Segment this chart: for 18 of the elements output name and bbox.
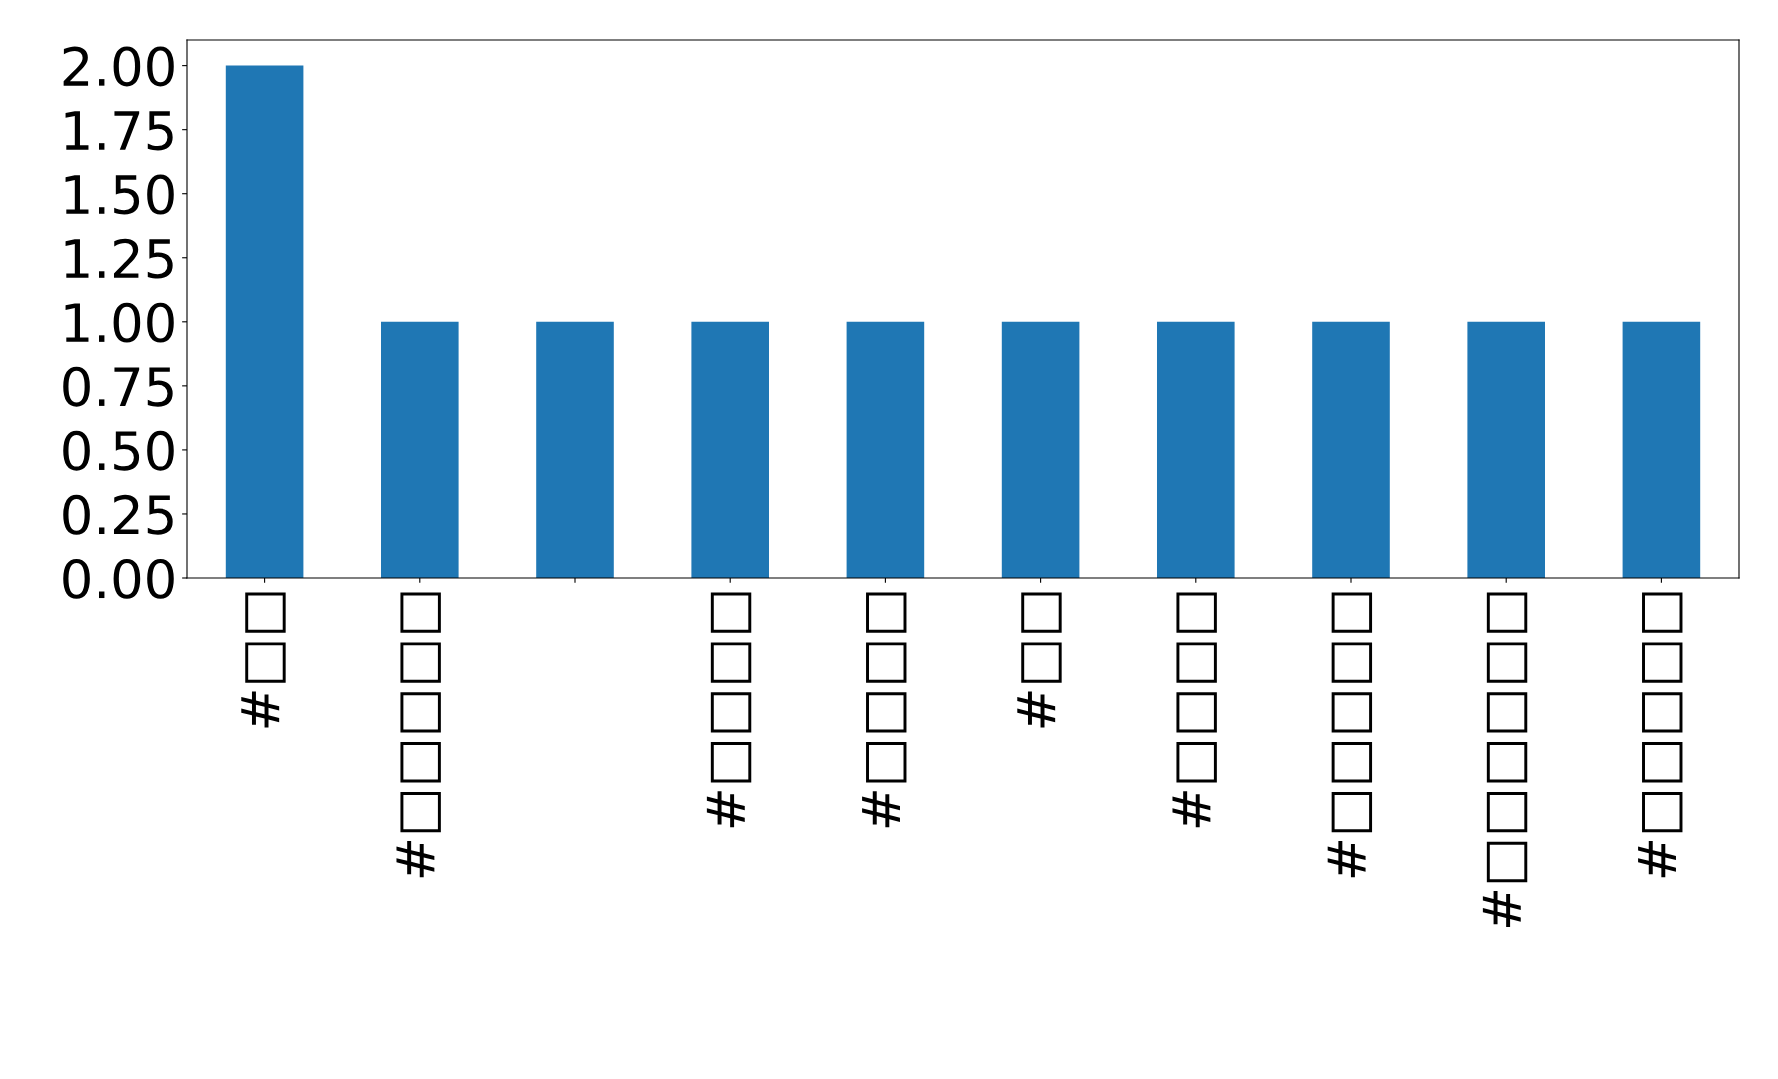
- y-tick-label: 2.00: [63, 46, 174, 87]
- x-tick-label: #□□□□□□: [1482, 592, 1528, 928]
- x-tick-label: #□□□□□: [1327, 592, 1373, 878]
- x-tick-label: #□□□□□: [396, 592, 441, 878]
- x-tick-label: #□□□□: [1172, 592, 1217, 828]
- y-tick-label: 0.25: [63, 494, 173, 535]
- y-tick-label: 1.25: [65, 238, 173, 279]
- y-tick-label: 0.50: [63, 430, 174, 471]
- x-tick-label: #□□□□□: [1638, 592, 1683, 878]
- x-tick-label: #□□: [241, 592, 286, 728]
- x-tick-label: #□□: [1017, 592, 1062, 728]
- y-tick-label: 1.00: [65, 302, 174, 343]
- y-tick-label: 1.50: [65, 174, 174, 215]
- y-tick-label: 1.75: [65, 111, 173, 151]
- y-tick-label: 0.75: [63, 366, 173, 407]
- x-tick-label: #□□□□: [706, 592, 752, 828]
- x-tick-label: #□□□□: [862, 592, 907, 828]
- y-tick-label: 0.00: [63, 558, 174, 599]
